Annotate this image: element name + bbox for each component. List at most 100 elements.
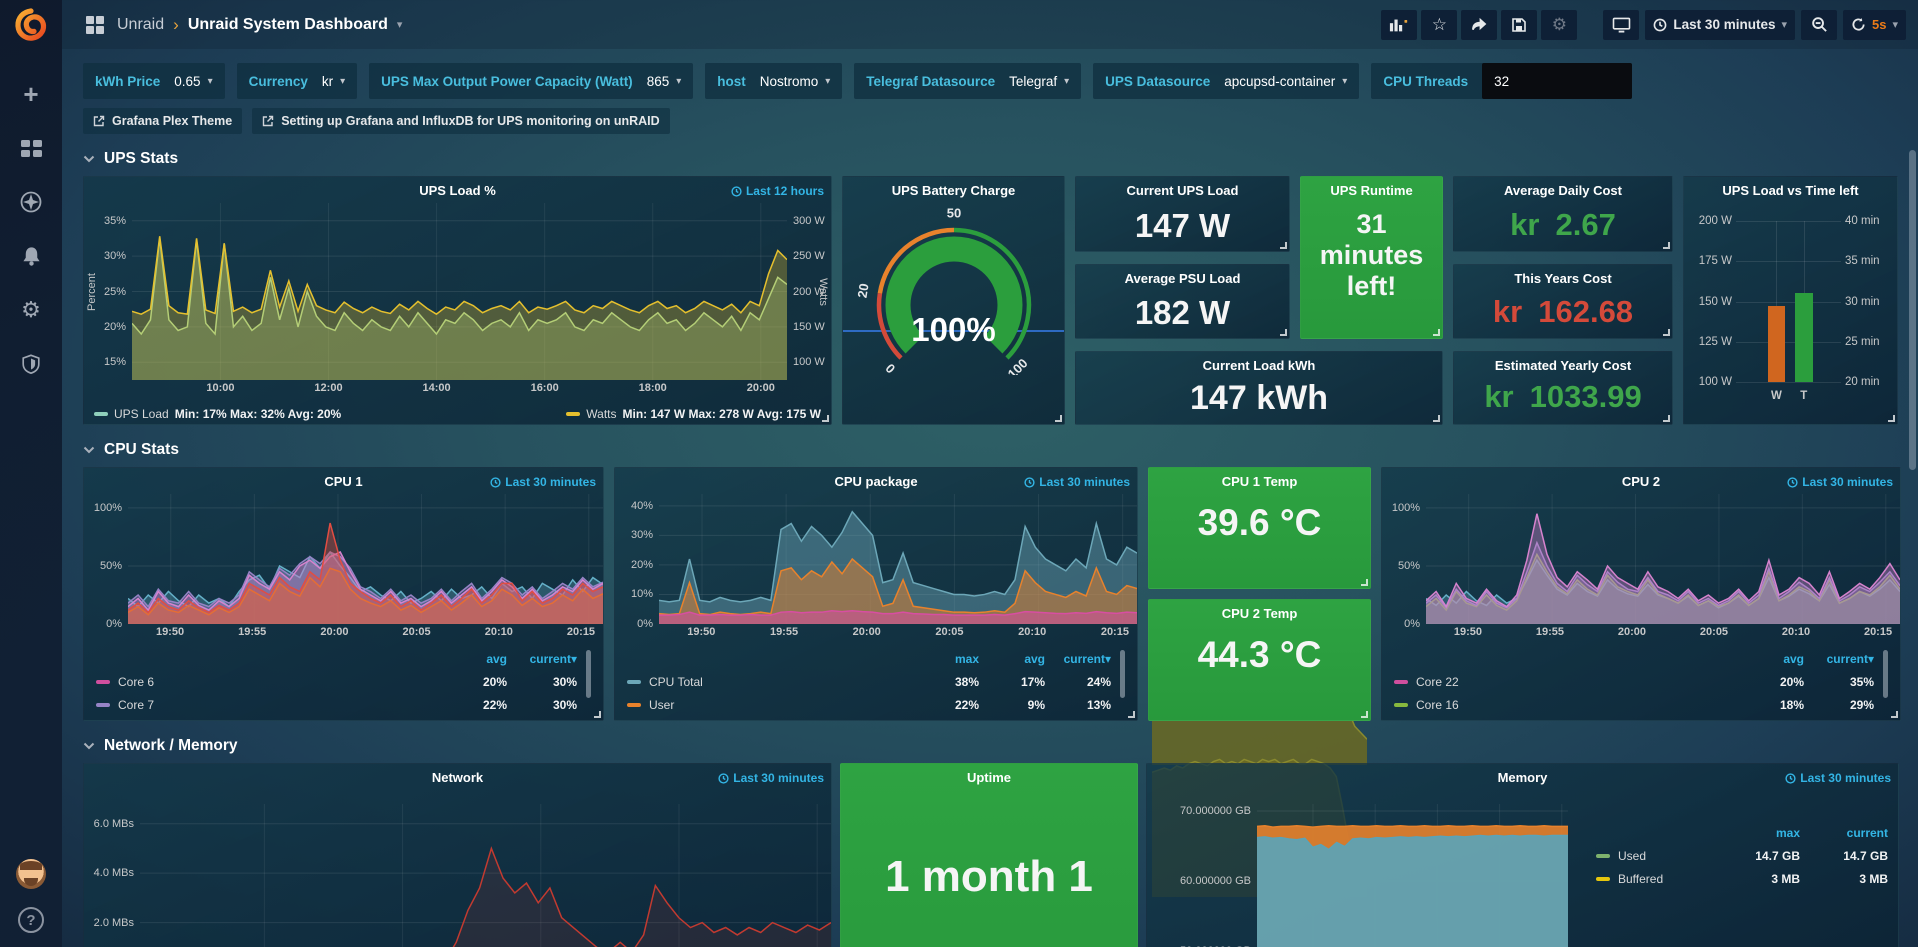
apps-grid-icon[interactable] [86, 15, 104, 34]
refresh-interval-label[interactable]: 5s [1872, 17, 1887, 32]
variable-ups-max-output[interactable]: UPS Max Output Power Capacity (Watt) 865… [369, 63, 694, 99]
panel-resize-handle[interactable] [822, 415, 829, 422]
legend-series[interactable]: Buffered [1596, 872, 1712, 886]
alerting-bell-icon[interactable] [14, 239, 48, 273]
panel-title[interactable]: CPU 2 [1621, 474, 1661, 489]
add-panel-button[interactable] [1381, 9, 1418, 40]
panel-title[interactable]: CPU 1 [324, 474, 363, 489]
panel-time-range[interactable]: Last 30 minutes [490, 475, 596, 489]
panel-time-range[interactable]: Last 30 minutes [1024, 475, 1130, 489]
panel-title[interactable]: Current Load kWh [1202, 358, 1316, 373]
panel-resize-handle[interactable] [1361, 579, 1368, 586]
panel-resize-handle[interactable] [1663, 415, 1670, 422]
memory-chart[interactable] [1257, 804, 1568, 947]
help-icon[interactable]: ? [18, 907, 44, 933]
legend-column-header[interactable]: current▾ [529, 652, 577, 666]
time-range-picker[interactable]: Last 30 minutes ▾ [1645, 9, 1795, 40]
legend-series[interactable]: Core 22 [1394, 675, 1734, 689]
legend-column-header[interactable]: avg [486, 652, 507, 666]
breadcrumb-folder[interactable]: Unraid [117, 15, 165, 33]
share-button[interactable] [1461, 9, 1498, 40]
legend-column-header[interactable]: avg [1783, 652, 1804, 666]
panel-title[interactable]: CPU 1 Temp [1221, 474, 1298, 489]
cycle-view-button[interactable] [1603, 9, 1640, 40]
dashboard-settings-button[interactable]: ⚙ [1541, 9, 1578, 40]
configuration-gear-icon[interactable]: ⚙ [21, 297, 41, 323]
panel-title[interactable]: Memory [1497, 770, 1548, 785]
panel-time-range[interactable]: Last 30 minutes [718, 771, 824, 785]
dashboards-icon[interactable] [14, 131, 48, 165]
legend-series[interactable]: User [627, 698, 913, 712]
panel-resize-handle[interactable] [594, 711, 601, 718]
dashboard-dropdown-caret-icon[interactable]: ▾ [396, 19, 403, 31]
panel-resize-handle[interactable] [1433, 415, 1440, 422]
link-ups-monitoring-guide[interactable]: Setting up Grafana and InfluxDB for UPS … [252, 108, 670, 134]
panel-title[interactable]: UPS Runtime [1330, 183, 1413, 198]
section-header-cpu-stats[interactable]: CPU Stats [83, 441, 1908, 459]
legend-series[interactable]: Used [1596, 849, 1712, 863]
legend-column-header[interactable]: avg [1024, 652, 1045, 666]
panel-title[interactable]: This Years Cost [1514, 271, 1612, 286]
panel-title[interactable]: Estimated Yearly Cost [1494, 358, 1632, 373]
panel-resize-handle[interactable] [1433, 329, 1440, 336]
legend-scrollbar[interactable] [1120, 650, 1125, 698]
breadcrumb-dashboard[interactable]: Unraid System Dashboard [187, 15, 388, 33]
panel-resize-handle[interactable] [1280, 242, 1287, 249]
panel-title[interactable]: UPS Battery Charge [891, 183, 1016, 198]
link-grafana-plex-theme[interactable]: Grafana Plex Theme [83, 108, 243, 134]
panel-title[interactable]: Average PSU Load [1124, 271, 1241, 286]
legend-column-header[interactable]: max [954, 652, 979, 666]
variable-telegraf-datasource[interactable]: Telegraf Datasource Telegraf ▾ [854, 63, 1082, 99]
cpu-package-chart[interactable] [659, 494, 1137, 624]
zoom-out-button[interactable] [1801, 9, 1837, 40]
panel-title[interactable]: Network [431, 770, 484, 785]
network-chart[interactable] [140, 804, 831, 947]
panel-title[interactable]: Uptime [966, 770, 1012, 785]
explore-compass-icon[interactable] [14, 185, 48, 219]
cpu2-chart[interactable] [1426, 494, 1900, 624]
variable-ups-datasource[interactable]: UPS Datasource apcupsd-container ▾ [1093, 63, 1360, 99]
panel-time-range[interactable]: Last 30 minutes [1787, 475, 1893, 489]
save-button[interactable] [1501, 9, 1538, 40]
refresh-caret-icon[interactable]: ▾ [1892, 19, 1898, 31]
variable-host[interactable]: host Nostromo ▾ [705, 63, 843, 99]
legend-item-watts[interactable]: Watts Min: 147 W Max: 278 W Avg: 175 W [566, 407, 821, 421]
section-header-ups-stats[interactable]: UPS Stats [83, 150, 1908, 168]
panel-resize-handle[interactable] [1128, 711, 1135, 718]
panel-time-range[interactable]: Last 30 minutes [1785, 771, 1891, 785]
legend-column-header[interactable]: current▾ [1063, 652, 1111, 666]
ups-load-chart[interactable] [132, 203, 787, 380]
panel-resize-handle[interactable] [1361, 711, 1368, 718]
panel-resize-handle[interactable] [1663, 329, 1670, 336]
panel-resize-handle[interactable] [1891, 711, 1898, 718]
panel-resize-handle[interactable] [1888, 415, 1895, 422]
legend-column-header[interactable]: current▾ [1826, 652, 1874, 666]
legend-column-header[interactable]: current [1846, 826, 1888, 840]
variable-kwh-price[interactable]: kWh Price 0.65 ▾ [83, 63, 225, 99]
cpu-threads-input[interactable] [1482, 63, 1633, 99]
star-button[interactable]: ☆ [1421, 9, 1458, 40]
create-icon[interactable]: + [23, 79, 39, 109]
refresh-button[interactable]: 5s ▾ [1843, 9, 1906, 40]
user-avatar[interactable] [16, 859, 46, 889]
panel-title[interactable]: CPU package [834, 474, 918, 489]
panel-title[interactable]: UPS Load vs Time left [1722, 183, 1859, 198]
legend-series[interactable]: Core 16 [1394, 698, 1734, 712]
panel-resize-handle[interactable] [1055, 415, 1062, 422]
panel-title[interactable]: Average Daily Cost [1503, 183, 1622, 198]
page-scrollbar[interactable] [1909, 150, 1916, 470]
bar-T[interactable] [1794, 293, 1813, 382]
legend-column-header[interactable]: max [1775, 826, 1800, 840]
legend-series[interactable]: CPU Total [627, 675, 913, 689]
panel-resize-handle[interactable] [1663, 242, 1670, 249]
legend-scrollbar[interactable] [586, 650, 591, 698]
bar-W[interactable] [1767, 306, 1786, 382]
legend-series[interactable]: Core 6 [96, 675, 437, 689]
section-header-network-memory[interactable]: Network / Memory [83, 737, 1908, 755]
panel-title[interactable]: Current UPS Load [1126, 183, 1239, 198]
panel-time-range[interactable]: Last 12 hours [731, 184, 824, 198]
panel-resize-handle[interactable] [1280, 329, 1287, 336]
legend-series[interactable]: Core 7 [96, 698, 437, 712]
panel-title[interactable]: UPS Load % [419, 183, 496, 198]
cpu1-chart[interactable] [128, 494, 603, 624]
